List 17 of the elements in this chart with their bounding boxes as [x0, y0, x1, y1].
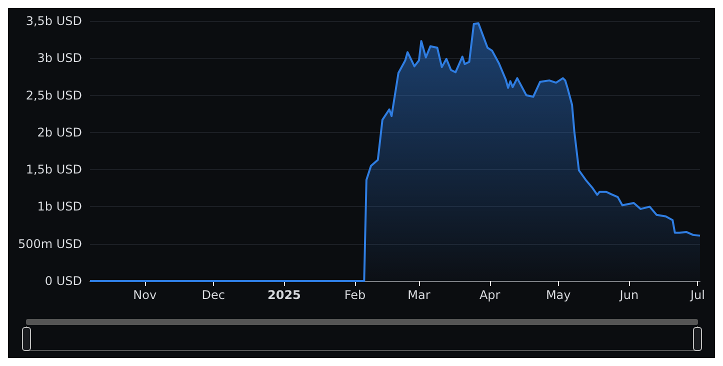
x-tick-label: Jul	[689, 288, 705, 302]
y-tick-label: 3b USD	[37, 51, 82, 66]
x-tick-label: Feb	[344, 288, 366, 302]
x-tick-label: Jun	[618, 288, 639, 302]
y-tick-label: 3,5b USD	[26, 14, 82, 28]
y-tick-label: 500m USD	[18, 236, 82, 251]
y-tick-label: 1,5b USD	[26, 162, 82, 177]
x-tick-label: Apr	[479, 288, 500, 302]
x-tick-label: May	[546, 288, 571, 302]
y-tick-label: 2b USD	[37, 125, 82, 140]
y-tick-label: 2,5b USD	[26, 88, 82, 102]
y-tick-label: 0 USD	[44, 274, 82, 288]
x-tick-label: Nov	[133, 288, 157, 302]
x-tick-label: 2025	[267, 288, 301, 302]
x-tick-label: Mar	[408, 288, 430, 302]
x-tick-label: Dec	[202, 288, 225, 302]
y-tick-label: 1b USD	[37, 200, 82, 214]
